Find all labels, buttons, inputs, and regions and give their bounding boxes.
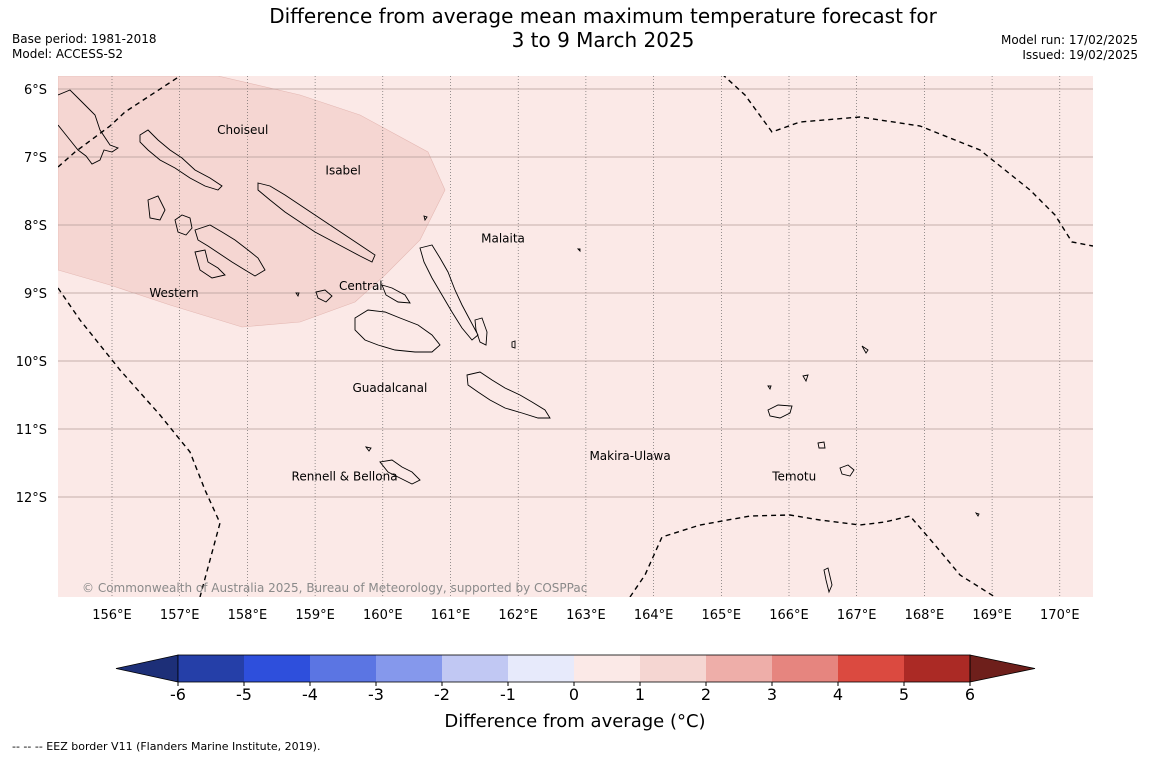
title-line-1: Difference from average mean maximum tem… [269, 4, 937, 28]
coastlines [58, 89, 980, 594]
issued-date: Issued: 19/02/2025 [1022, 48, 1138, 62]
colorbar-segment [178, 655, 244, 682]
longitude-label: 161°E [431, 608, 471, 623]
region-label: Western [149, 286, 198, 300]
latitude-lines [58, 88, 1093, 498]
colorbar-tick-label: 5 [899, 685, 909, 704]
longitude-label: 157°E [160, 608, 200, 623]
longitude-label: 158°E [228, 608, 268, 623]
region-label: Malaita [481, 232, 525, 246]
longitude-label: 166°E [769, 608, 809, 623]
island-makira [466, 371, 551, 419]
colorbar-tick-label: -5 [236, 685, 252, 704]
latitude-labels: 6°S 7°S 8°S 9°S 10°S 11°S 12°S [16, 83, 47, 506]
colorbar-segment [838, 655, 904, 682]
colorbar-extend-high [969, 654, 1036, 683]
meta-left: Base period: 1981-2018 Model: ACCESS-S2 [12, 32, 157, 62]
region-labels: Choiseul Isabel Malaita Western Central Guada… [149, 123, 816, 484]
colorbar-tick-label: -1 [500, 685, 516, 704]
longitude-label: 165°E [702, 608, 742, 623]
anomaly-patch [58, 76, 446, 328]
region-label: Guadalcanal [352, 381, 427, 395]
eez-border-east [723, 76, 1093, 247]
region-label: Choiseul [217, 123, 268, 137]
colorbar-segment [706, 655, 772, 682]
colorbar-segment [442, 655, 508, 682]
base-period: Base period: 1981-2018 [12, 32, 157, 46]
copyright-notice: © Commonwealth of Australia 2025, Bureau… [82, 581, 587, 595]
island-florida [315, 284, 411, 304]
colorbar-extend-low [115, 654, 179, 683]
region-label: Rennell & Bellona [292, 470, 398, 484]
colorbar-tick-label: -4 [302, 685, 318, 704]
island-malaita [419, 244, 488, 346]
eez-footnote: -- -- -- EEZ border V11 (Flanders Marine… [12, 740, 321, 753]
colorbar-tick-label: 6 [965, 685, 975, 704]
colorbar-segment [904, 655, 970, 682]
colorbar-tick-label: -2 [434, 685, 450, 704]
longitude-label: 162°E [498, 608, 538, 623]
islet-small-1 [295, 215, 980, 517]
longitude-label: 169°E [972, 608, 1012, 623]
island-santa-cruz [767, 374, 855, 594]
colorbar-tick-label: 0 [569, 685, 579, 704]
colorbar-title-unit: °C) [677, 711, 706, 732]
island-bougainville [58, 89, 119, 165]
island-guadalcanal [354, 309, 441, 353]
colorbar-segment [376, 655, 442, 682]
eez-borders [58, 76, 1093, 597]
model-name: Model: ACCESS-S2 [12, 47, 124, 61]
eez-border-south [629, 514, 996, 597]
island-rennell [364, 446, 421, 485]
region-label: Central [339, 279, 383, 293]
eez-border-west [58, 76, 181, 168]
longitude-label: 159°E [295, 608, 335, 623]
region-label: Isabel [325, 164, 360, 178]
model-run: Model run: 17/02/2025 [1000, 33, 1138, 47]
longitude-label: 156°E [92, 608, 132, 623]
longitude-label: 164°E [634, 608, 674, 623]
latitude-label: 7°S [24, 151, 47, 166]
map-title: Difference from average mean maximum tem… [0, 4, 1150, 52]
colorbar-segment [244, 655, 310, 682]
colorbar-tick-label: -6 [170, 685, 186, 704]
eez-border-southwest [58, 287, 221, 597]
colorbar-segment [772, 655, 838, 682]
meta-right: Model run: 17/02/2025 Issued: 19/02/2025 [1001, 33, 1138, 63]
region-label: Makira-Ulawa [589, 449, 670, 463]
colorbar-tick-label: 1 [635, 685, 645, 704]
colorbar-tick-label: 4 [833, 685, 843, 704]
latitude-label: 12°S [16, 491, 47, 506]
island-choiseul [139, 129, 223, 191]
title-line-2: 3 to 9 March 2025 [511, 28, 695, 52]
region-label: Temotu [771, 470, 816, 484]
colorbar-segment [310, 655, 376, 682]
colorbar [115, 654, 1036, 686]
colorbar-segment [574, 655, 640, 682]
longitude-label: 168°E [905, 608, 945, 623]
latitude-label: 9°S [24, 287, 47, 302]
colorbar-ticks: -6 -5 -4 -3 -2 -1 0 1 2 3 4 5 6 [170, 685, 975, 704]
latitude-label: 6°S [24, 83, 47, 98]
longitude-label: 163°E [566, 608, 606, 623]
island-new-georgia [147, 195, 266, 279]
colorbar-segment [508, 655, 574, 682]
colorbar-tick-label: 2 [701, 685, 711, 704]
longitude-label: 160°E [363, 608, 403, 623]
latitude-label: 10°S [16, 355, 47, 370]
colorbar-title: Difference from average (°C) [444, 711, 705, 732]
island-isabel [257, 182, 376, 263]
colorbar-title-text: Difference from average ( [444, 711, 677, 732]
colorbar-tick-label: -3 [368, 685, 384, 704]
longitude-labels: 156°E 157°E 158°E 159°E 160°E 161°E 162°E 163°E… [92, 608, 1079, 623]
latitude-label: 8°S [24, 219, 47, 234]
longitude-label: 167°E [837, 608, 877, 623]
latitude-label: 11°S [16, 423, 47, 438]
colorbar-tick-label: 3 [767, 685, 777, 704]
colorbar-segment [640, 655, 706, 682]
longitude-label: 170°E [1040, 608, 1080, 623]
